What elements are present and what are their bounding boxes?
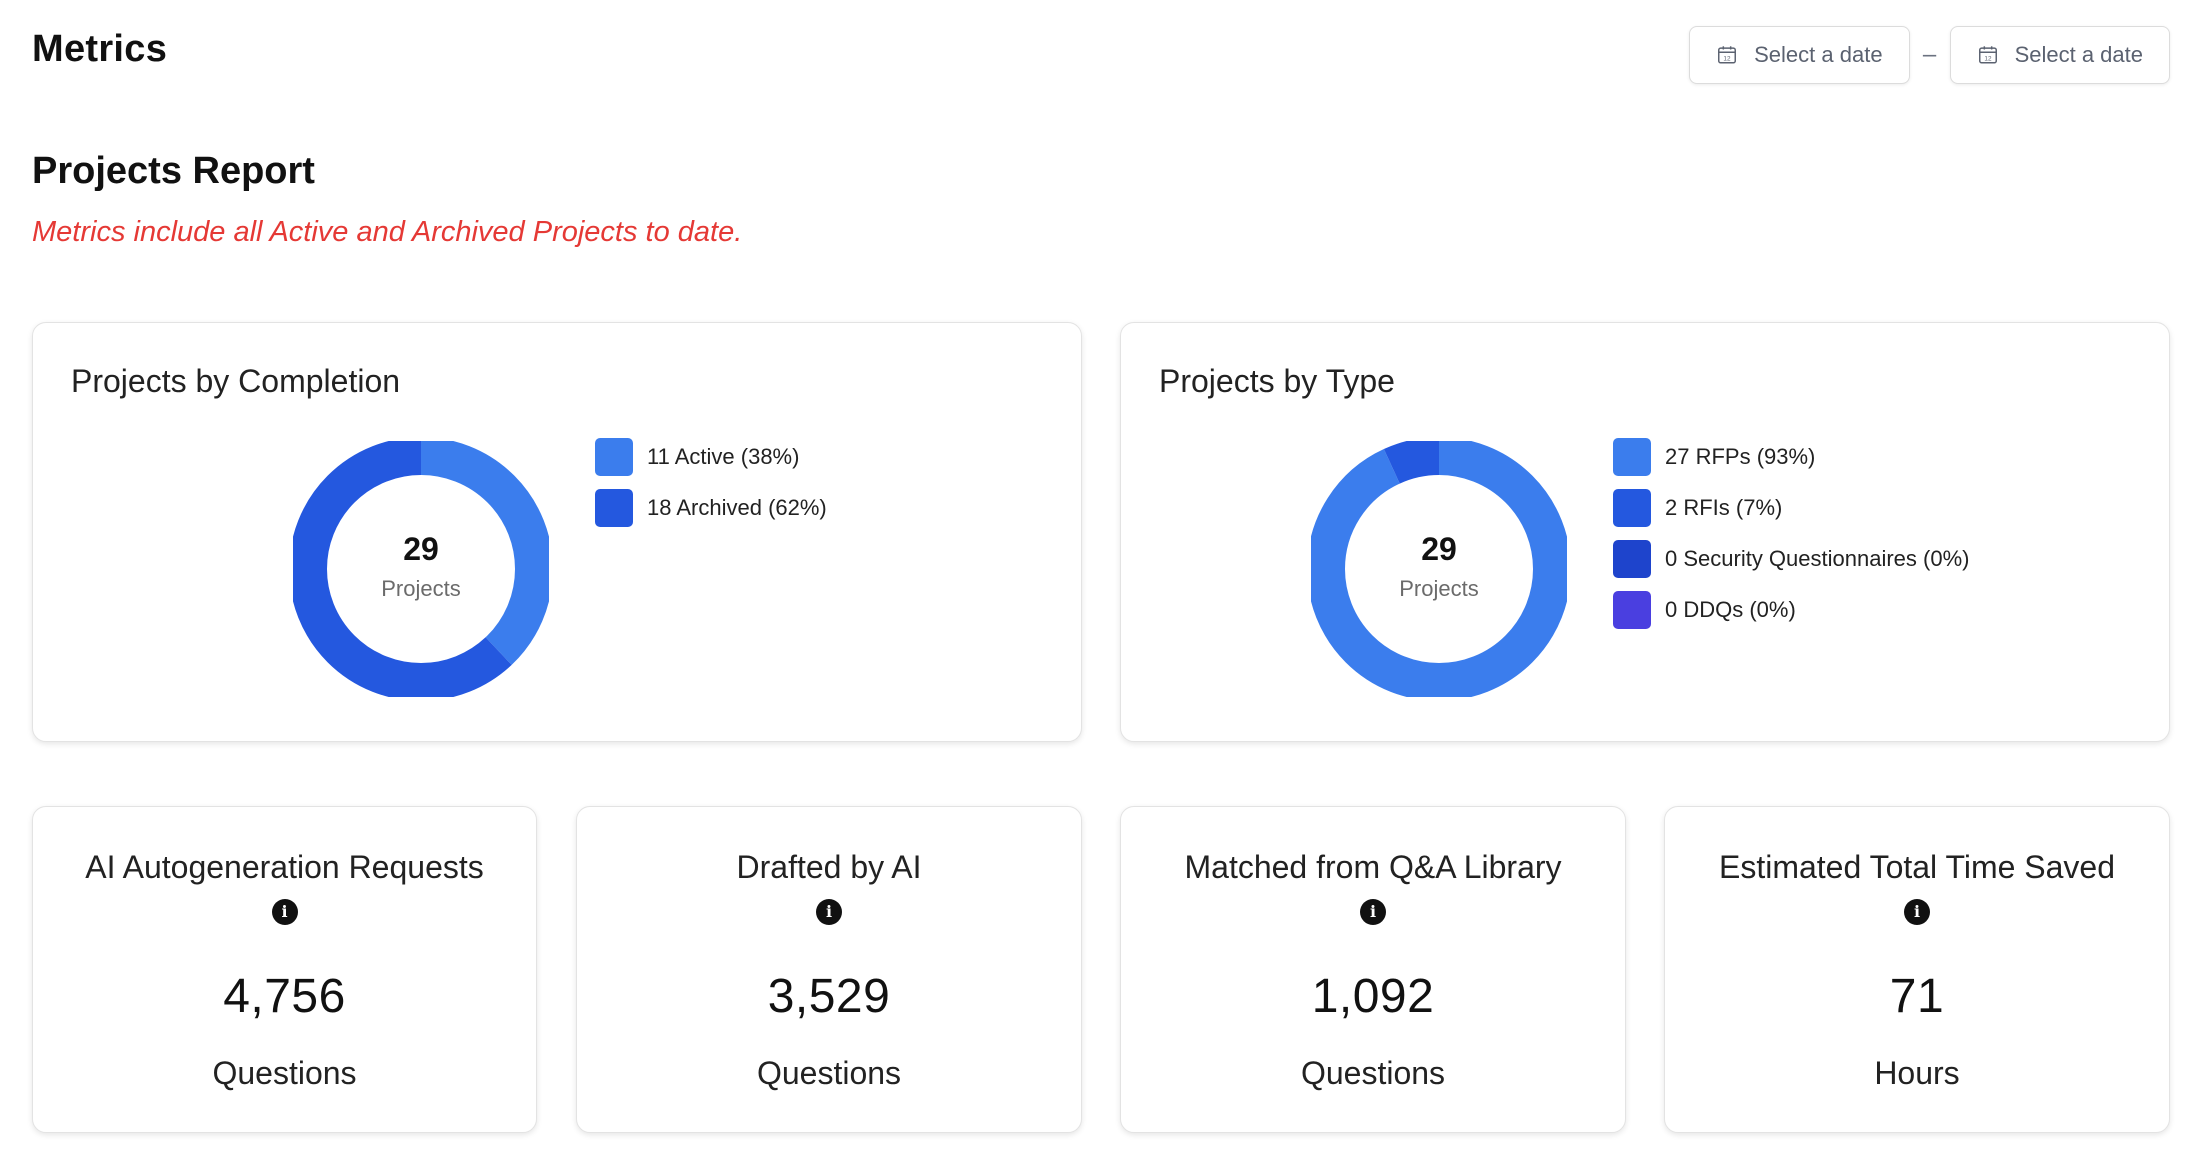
- completion-total: 29: [403, 530, 439, 567]
- stat-card-time-saved: Estimated Total Time Saved i 71 Hours: [1664, 806, 2170, 1133]
- end-date-button[interactable]: 12 Select a date: [1949, 26, 2170, 84]
- section-title: Projects Report: [32, 150, 315, 192]
- stat-card-ai-autogeneration: AI Autogeneration Requests i 4,756 Quest…: [32, 806, 537, 1133]
- completion-legend: 11 Active (38%) 18 Archived (62%): [595, 431, 827, 533]
- page-title: Metrics: [32, 28, 168, 70]
- completion-donut-chart: [293, 441, 549, 697]
- type-card-title: Projects by Type: [1159, 363, 1395, 399]
- date-range-picker: 12 Select a date – 12 Select a date: [1689, 26, 2170, 84]
- legend-item-archived: 18 Archived (62%): [595, 482, 827, 533]
- end-date-placeholder: Select a date: [2014, 42, 2143, 67]
- calendar-icon: 12: [1718, 46, 1737, 64]
- legend-swatch: [595, 488, 633, 527]
- completion-donut: 29 Projects: [293, 441, 549, 697]
- info-icon[interactable]: i: [271, 899, 298, 925]
- stat-value: 71: [1889, 970, 1945, 1023]
- info-icon[interactable]: i: [1360, 899, 1386, 925]
- date-range-separator: –: [1922, 41, 1937, 68]
- legend-item-rfps: 27 RFPs (93%): [1613, 431, 1969, 482]
- stat-unit: Questions: [212, 1055, 357, 1091]
- stat-title: Estimated Total Time Saved: [1718, 849, 2116, 885]
- legend-swatch: [1613, 488, 1651, 527]
- legend-label: 0 DDQs (0%): [1665, 596, 1796, 622]
- stat-value: 4,756: [223, 970, 346, 1023]
- legend-label: 18 Archived (62%): [647, 494, 827, 520]
- legend-swatch: [1613, 590, 1651, 629]
- type-total-unit: Projects: [1399, 575, 1479, 601]
- stat-unit: Questions: [1300, 1055, 1446, 1091]
- legend-item-rfis: 2 RFIs (7%): [1613, 482, 1969, 533]
- legend-item-security-questionnaires: 0 Security Questionnaires (0%): [1613, 533, 1969, 584]
- legend-item-active: 11 Active (38%): [595, 431, 827, 482]
- donut-slice-rfis: [1311, 441, 1567, 697]
- type-donut-chart: [1311, 441, 1567, 697]
- info-icon[interactable]: i: [816, 899, 842, 925]
- svg-text:12: 12: [1724, 56, 1732, 63]
- completion-total-unit: Projects: [381, 575, 461, 601]
- legend-swatch: [1613, 437, 1651, 476]
- type-donut-center: 29 Projects: [1311, 441, 1567, 697]
- stat-value: 3,529: [767, 970, 891, 1023]
- legend-label: 11 Active (38%): [647, 443, 800, 469]
- legend-swatch: [595, 437, 633, 476]
- completion-donut-center: 29 Projects: [293, 441, 549, 697]
- svg-text:12: 12: [1984, 56, 1992, 63]
- completion-card-title: Projects by Completion: [71, 363, 401, 399]
- calendar-icon: 12: [1978, 46, 1997, 64]
- section-note: Metrics include all Active and Archived …: [32, 216, 743, 248]
- stat-title: AI Autogeneration Requests: [85, 849, 484, 885]
- completion-card: Projects by Completion 29 Projects 11 Ac…: [32, 322, 1082, 742]
- legend-label: 0 Security Questionnaires (0%): [1665, 545, 1970, 571]
- legend-item-ddqs: 0 DDQs (0%): [1613, 584, 1969, 635]
- stat-card-matched-library: Matched from Q&A Library i 1,092 Questio…: [1120, 806, 1626, 1133]
- legend-label: 27 RFPs (93%): [1665, 443, 1816, 469]
- legend-label: 2 RFIs (7%): [1665, 494, 1783, 520]
- type-donut: 29 Projects: [1311, 441, 1567, 697]
- stat-unit: Hours: [1874, 1055, 1960, 1091]
- legend-swatch: [1613, 539, 1651, 578]
- stat-card-drafted-by-ai: Drafted by AI i 3,529 Questions: [576, 806, 1082, 1133]
- stat-title: Drafted by AI: [736, 849, 922, 885]
- info-icon[interactable]: i: [1904, 899, 1930, 925]
- start-date-button[interactable]: 12 Select a date: [1689, 26, 1910, 84]
- stat-unit: Questions: [756, 1055, 902, 1091]
- type-total: 29: [1421, 530, 1457, 567]
- start-date-placeholder: Select a date: [1754, 42, 1883, 67]
- type-legend: 27 RFPs (93%) 2 RFIs (7%) 0 Security Que…: [1613, 431, 1969, 635]
- stat-value: 1,092: [1311, 970, 1435, 1023]
- stat-title: Matched from Q&A Library: [1184, 849, 1562, 885]
- type-card: Projects by Type 29 Projects 27 RFPs (93…: [1120, 322, 2170, 742]
- donut-slice-archived: [293, 441, 549, 697]
